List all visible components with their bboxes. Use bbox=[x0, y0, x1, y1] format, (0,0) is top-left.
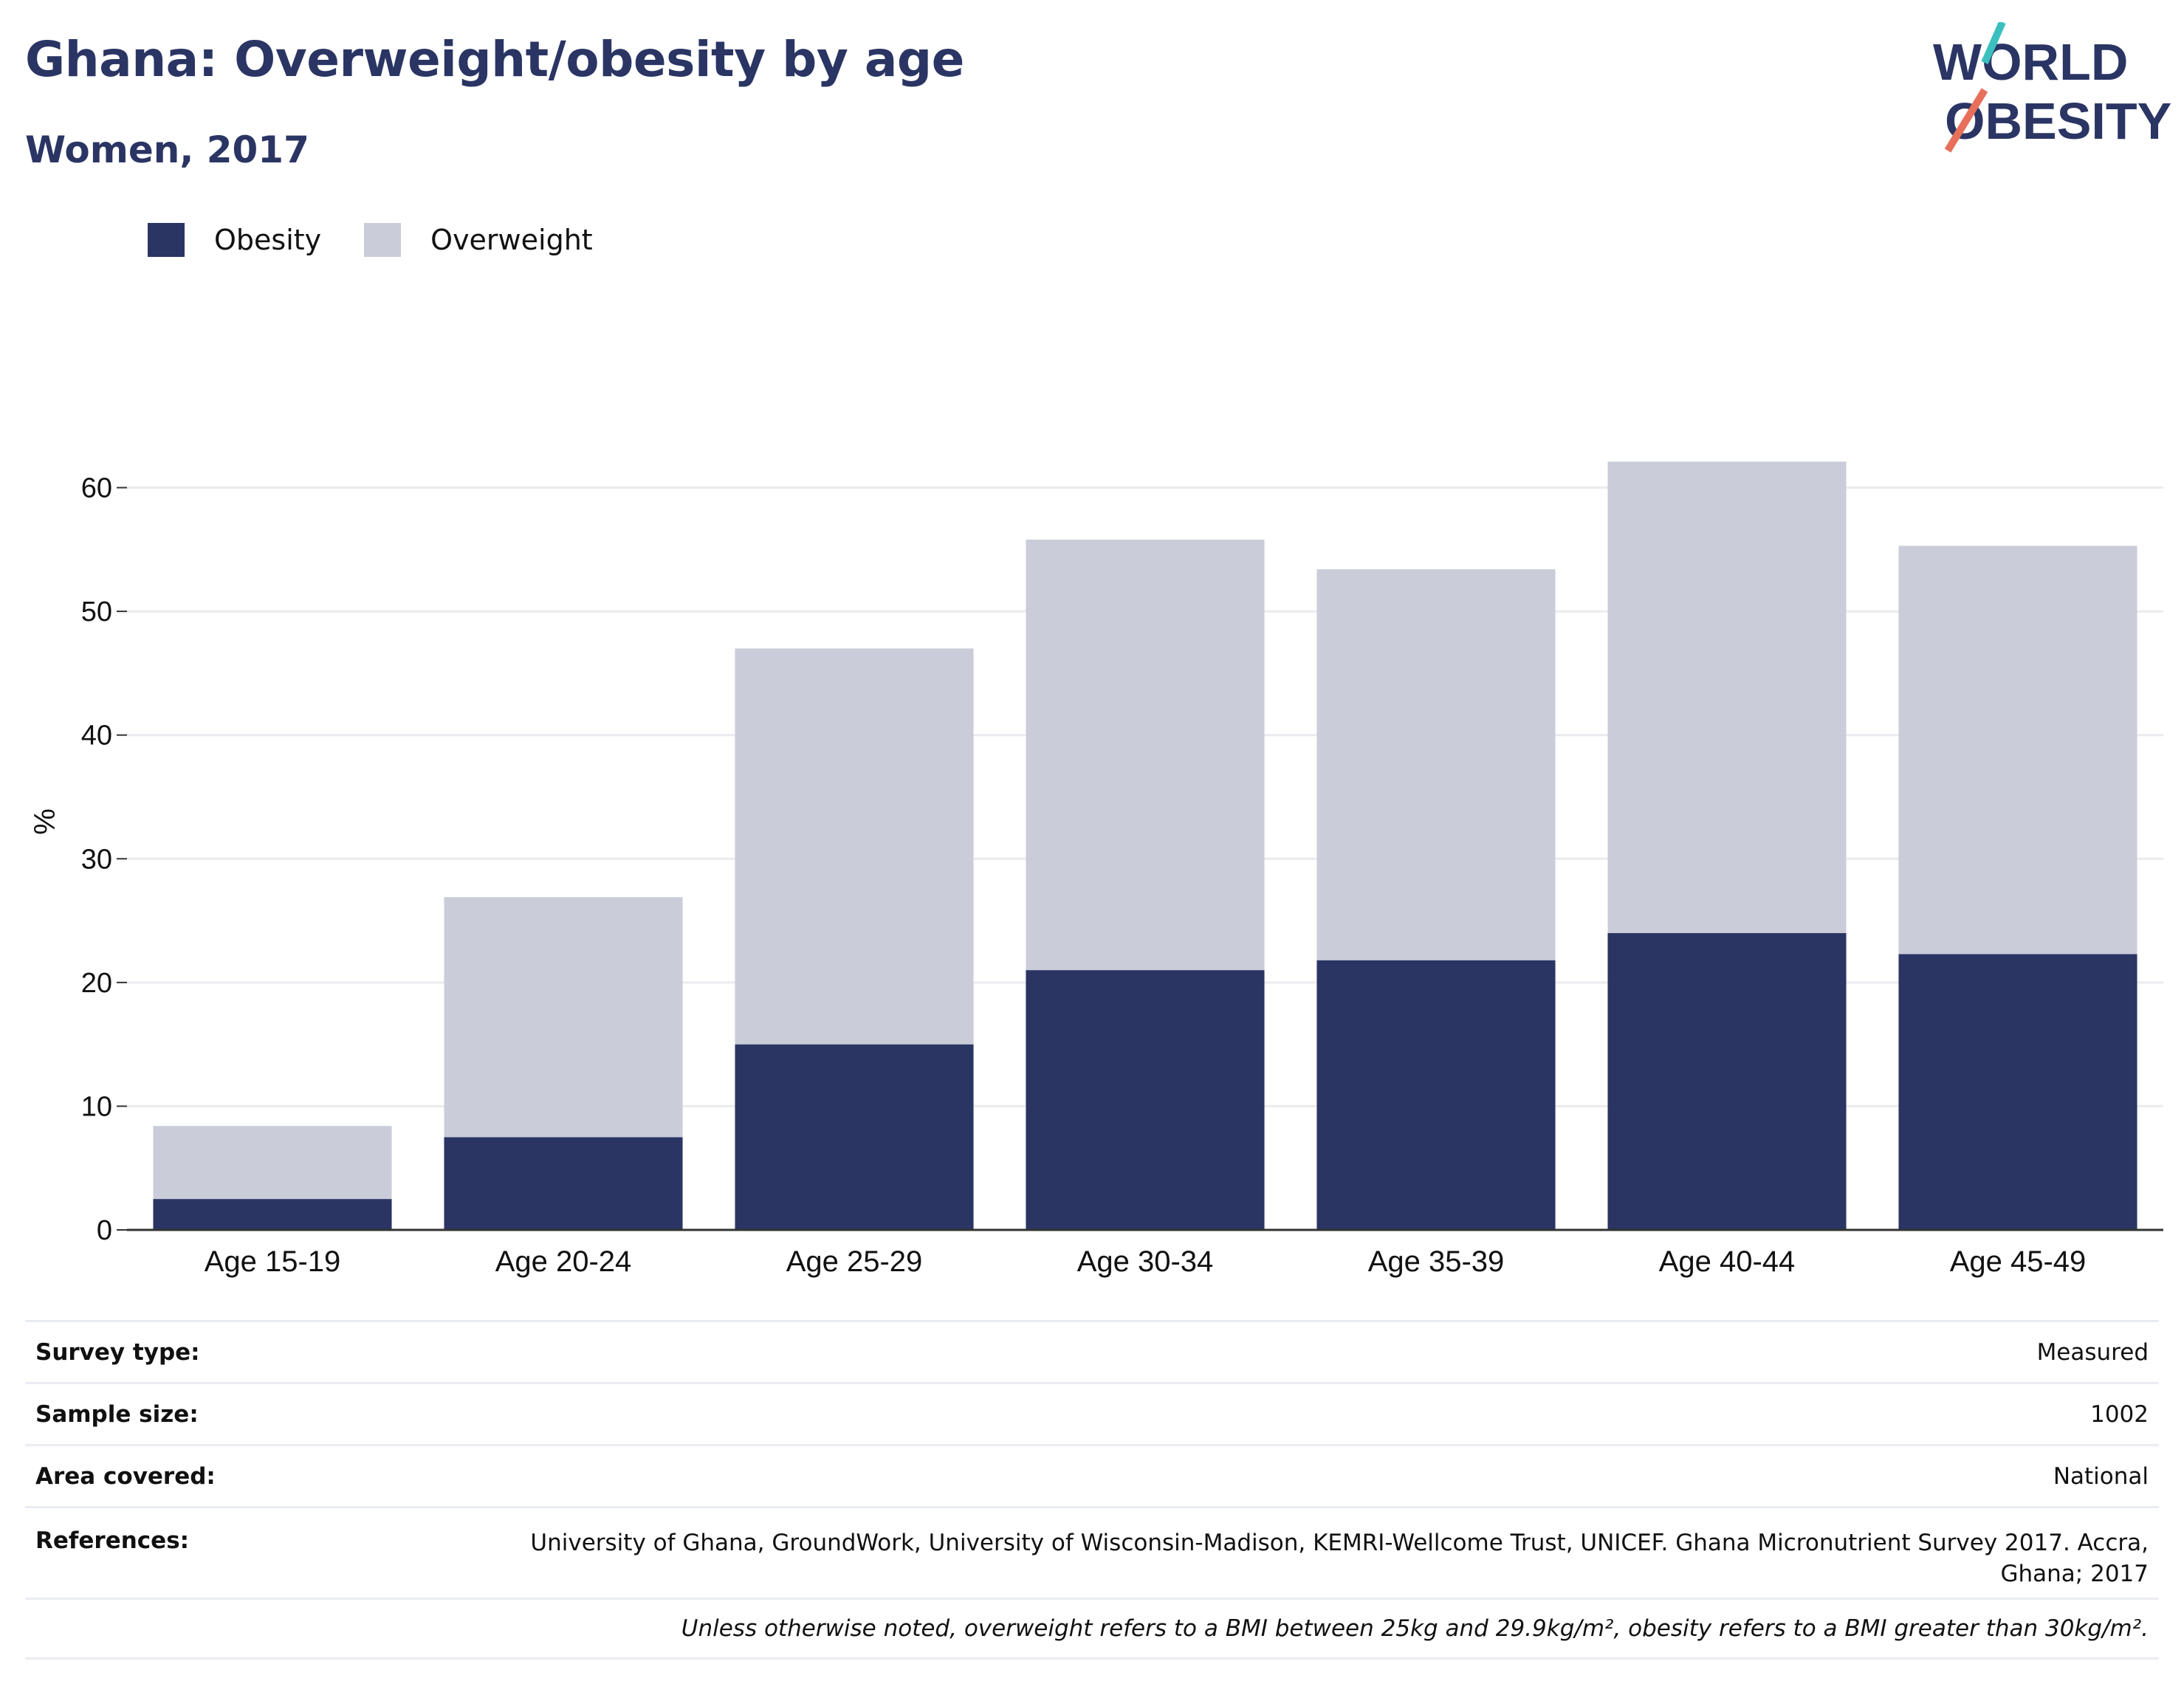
bar-overweight-age-35-39 bbox=[1316, 569, 1556, 960]
x-tick-label: Age 25-29 bbox=[786, 1245, 923, 1278]
bar-overweight-age-25-29 bbox=[735, 648, 974, 1045]
bar-obesity-age-45-49 bbox=[1898, 954, 2137, 1230]
x-tick-label: Age 15-19 bbox=[205, 1245, 341, 1278]
bar-obesity-age-30-34 bbox=[1026, 970, 1265, 1230]
legend-label-obesity: Obesity bbox=[214, 224, 322, 256]
x-tick-label: Age 30-34 bbox=[1077, 1245, 1214, 1278]
area-covered-value: National bbox=[2053, 1462, 2149, 1490]
stacked-bar-chart: 0 10 20 30 40 50 60% Age 15-19 Age 20-24 Age 25-2… bbox=[29, 461, 2163, 1278]
x-tick-label: Age 35-39 bbox=[1368, 1245, 1505, 1278]
legend-item-obesity[interactable]: Obesity bbox=[148, 223, 321, 257]
legend-item-overweight[interactable]: Overweight bbox=[364, 223, 593, 257]
bmi-definition-note: Unless otherwise noted, overweight refer… bbox=[25, 1598, 2159, 1660]
bar-overweight-age-30-34 bbox=[1026, 539, 1265, 971]
y-tick-label: 20 bbox=[81, 968, 112, 999]
references-value: University of Ghana, GroundWork, Univers… bbox=[530, 1530, 2149, 1587]
bar-obesity-age-40-44 bbox=[1607, 932, 1847, 1230]
y-tick-label: 50 bbox=[81, 596, 112, 628]
references-row: References: University of Ghana, GroundW… bbox=[25, 1506, 2159, 1598]
x-tick-label: Age 20-24 bbox=[495, 1245, 632, 1278]
x-tick-label: Age 45-49 bbox=[1950, 1245, 2087, 1278]
bar-obesity-age-15-19 bbox=[153, 1199, 392, 1230]
bar-overweight-age-20-24 bbox=[444, 897, 683, 1138]
legend-swatch-overweight bbox=[364, 223, 402, 257]
bar-obesity-age-35-39 bbox=[1316, 960, 1556, 1230]
y-tick-label: 30 bbox=[81, 844, 112, 875]
bar-overweight-age-40-44 bbox=[1607, 461, 1847, 933]
chart-legend: Obesity Overweight bbox=[148, 221, 636, 258]
references-label: References: bbox=[35, 1527, 190, 1554]
chart-subtitle: Women, 2017 bbox=[25, 128, 309, 171]
logo-line1: WORLD bbox=[1933, 33, 2128, 91]
x-tick-label: Age 40-44 bbox=[1659, 1245, 1796, 1278]
legend-label-overweight: Overweight bbox=[430, 224, 593, 256]
sample-size-row: Sample size: 1002 bbox=[25, 1382, 2159, 1444]
bar-overweight-age-45-49 bbox=[1898, 546, 2137, 955]
legend-swatch-obesity bbox=[148, 223, 185, 257]
y-tick-label: 40 bbox=[81, 721, 112, 752]
sample-size-label: Sample size: bbox=[35, 1400, 199, 1428]
world-obesity-logo: WORLD OBESITY bbox=[1933, 22, 2171, 153]
logo-slash-top bbox=[1981, 22, 2006, 64]
y-axis-label: % bbox=[29, 808, 61, 835]
area-covered-label: Area covered: bbox=[35, 1462, 216, 1490]
logo-slash-bottom bbox=[1944, 88, 1988, 153]
sample-size-value: 1002 bbox=[2090, 1400, 2149, 1428]
chart-title: Ghana: Overweight/obesity by age bbox=[25, 31, 964, 88]
survey-type-row: Survey type: Measured bbox=[25, 1320, 2159, 1382]
bar-obesity-age-20-24 bbox=[444, 1137, 683, 1230]
y-tick-label: 0 bbox=[97, 1215, 112, 1246]
survey-type-label: Survey type: bbox=[35, 1338, 200, 1366]
y-tick-label: 10 bbox=[81, 1091, 112, 1122]
logo-line2: OBESITY bbox=[1945, 92, 2171, 150]
y-tick-label: 60 bbox=[81, 473, 112, 504]
area-covered-row: Area covered: National bbox=[25, 1444, 2159, 1506]
bar-overweight-age-15-19 bbox=[153, 1126, 392, 1200]
bar-obesity-age-25-29 bbox=[735, 1044, 974, 1230]
survey-info-table: Survey type: Measured Sample size: 1002 … bbox=[25, 1320, 2159, 1660]
survey-type-value: Measured bbox=[2036, 1338, 2149, 1366]
